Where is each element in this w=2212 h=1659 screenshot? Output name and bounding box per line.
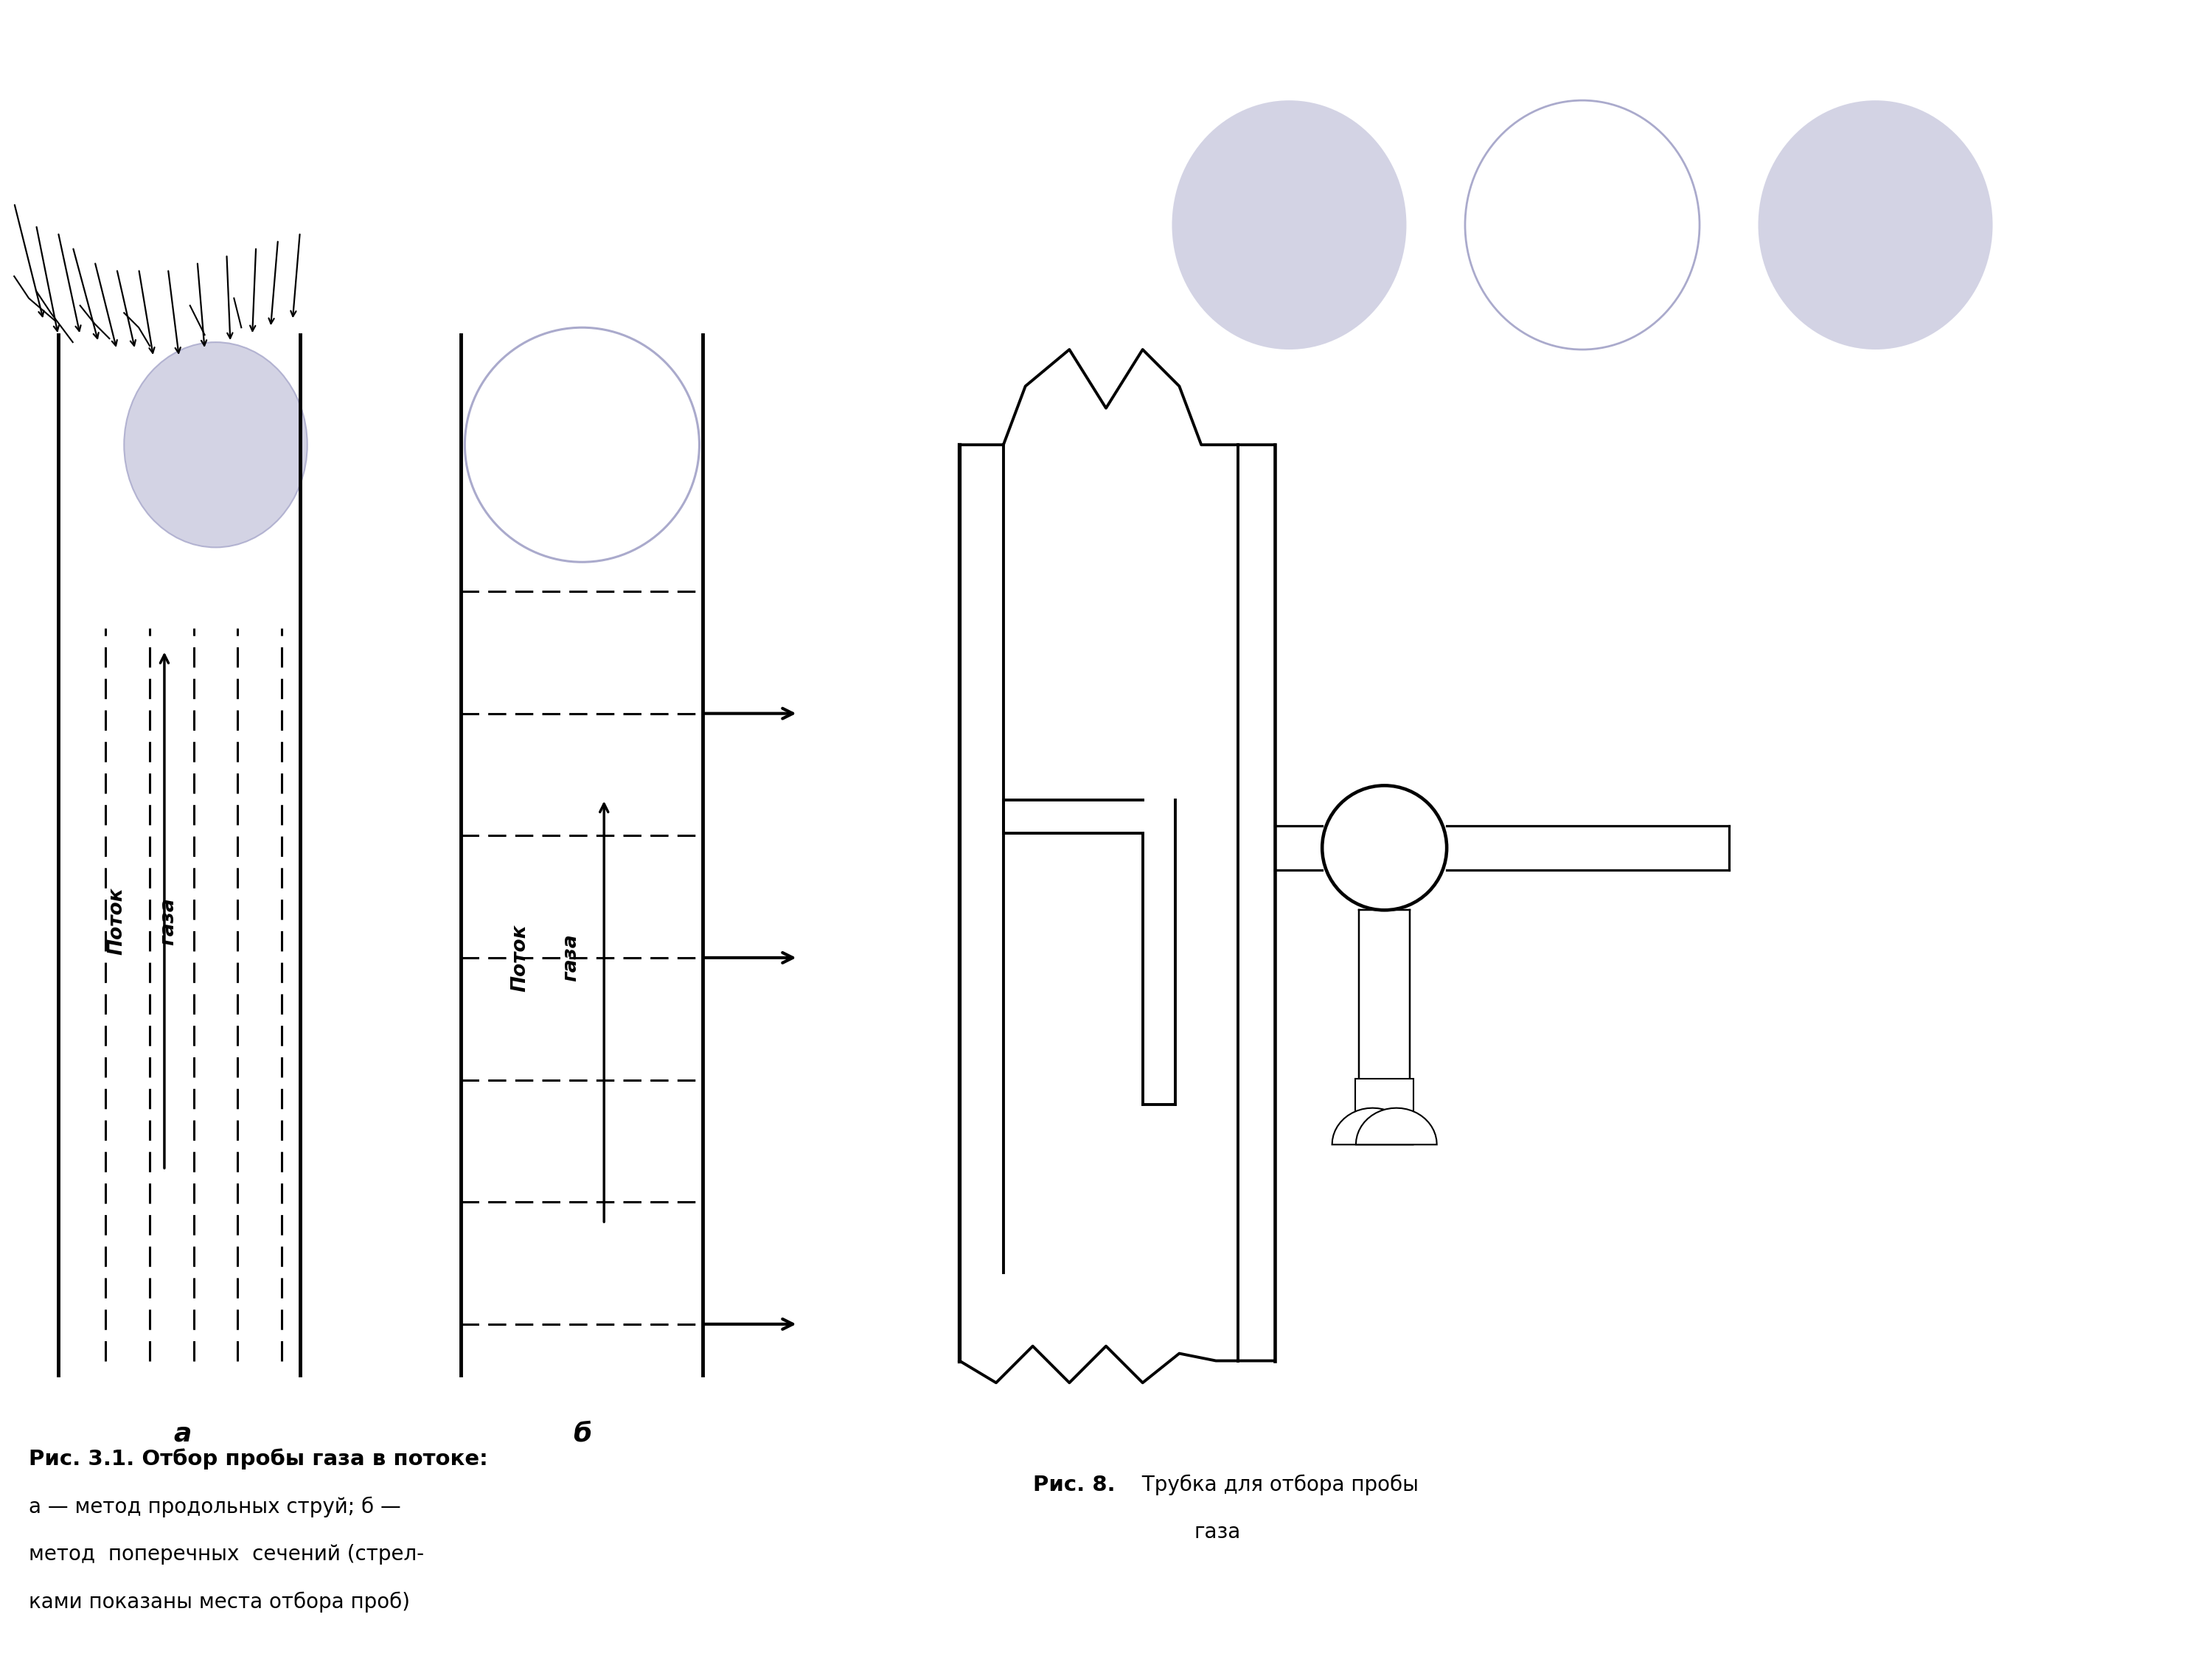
Text: Рис. 8.: Рис. 8. [1033, 1475, 1115, 1495]
Bar [1356, 1078, 1413, 1115]
Text: метод  поперечных  сечений (стрел-: метод поперечных сечений (стрел- [29, 1545, 425, 1564]
Polygon shape [1356, 1108, 1438, 1145]
Polygon shape [1332, 1108, 1413, 1145]
Text: Поток: Поток [511, 924, 529, 992]
Text: б: б [573, 1422, 591, 1447]
Ellipse shape [1464, 101, 1699, 350]
Circle shape [1323, 785, 1447, 911]
Ellipse shape [1172, 101, 1407, 350]
Text: Рис. 3.1. Отбор пробы газа в потоке:: Рис. 3.1. Отбор пробы газа в потоке: [29, 1448, 489, 1470]
Ellipse shape [465, 327, 699, 562]
Text: газа: газа [562, 934, 582, 982]
Text: газа: газа [1194, 1521, 1241, 1543]
Text: Трубка для отбора пробы: Трубка для отбора пробы [1135, 1475, 1418, 1495]
Text: а — метод продольных струй; б —: а — метод продольных струй; б — [29, 1496, 400, 1518]
Text: Поток: Поток [106, 888, 126, 956]
Text: газа: газа [159, 898, 177, 946]
Ellipse shape [1759, 101, 1993, 350]
Ellipse shape [124, 342, 307, 547]
Text: ками показаны места отбора проб): ками показаны места отбора проб) [29, 1591, 409, 1613]
Text: a: a [175, 1422, 192, 1447]
